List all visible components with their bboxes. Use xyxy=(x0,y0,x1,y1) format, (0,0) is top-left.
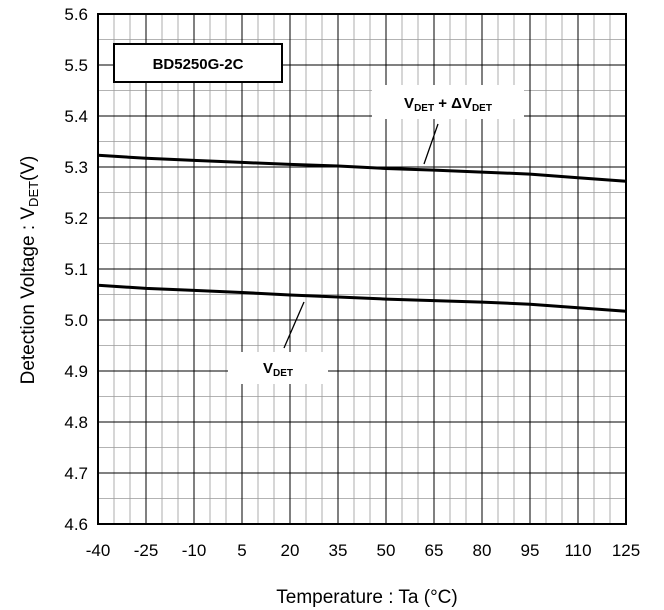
chart-title: BD5250G-2C xyxy=(153,56,244,73)
y-tick-label: 4.7 xyxy=(64,464,88,483)
y-tick-label: 4.8 xyxy=(64,413,88,432)
x-tick-label: 5 xyxy=(237,541,246,560)
x-tick-label: 125 xyxy=(612,541,640,560)
x-tick-label: 35 xyxy=(329,541,348,560)
y-tick-label: 5.4 xyxy=(64,107,88,126)
y-tick-label: 5.1 xyxy=(64,260,88,279)
y-tick-label: 4.6 xyxy=(64,515,88,534)
x-tick-label: -25 xyxy=(134,541,159,560)
lower-series-line xyxy=(97,283,627,313)
y-tick-label: 5.3 xyxy=(64,158,88,177)
series-layer xyxy=(97,153,627,313)
lower-series-label: VDET xyxy=(263,360,293,379)
upper-series-label-box xyxy=(372,85,524,119)
x-tick-label: 65 xyxy=(425,541,444,560)
x-tick-label: 20 xyxy=(281,541,300,560)
y-tick-label: 5.5 xyxy=(64,56,88,75)
upper-series-leader-line xyxy=(423,123,439,165)
y-tick-label: 5.2 xyxy=(64,209,88,228)
x-tick-label: -40 xyxy=(86,541,111,560)
x-tick-label: -10 xyxy=(182,541,207,560)
x-tick-label: 80 xyxy=(473,541,492,560)
lower-series-leader-line xyxy=(283,301,305,349)
x-tick-label: 110 xyxy=(564,541,591,560)
x-axis-label: Temperature : Ta (°C) xyxy=(276,587,457,608)
y-axis-label: Detection Voltage : VDET(V) xyxy=(18,156,41,385)
lower-series-label-box xyxy=(228,352,328,384)
upper-series-label: VDET + ΔVDET xyxy=(404,95,492,114)
tick-labels: -40 -25 -10 5 20 35 50 65 80 95 110 125 4.6 4.7 4.8 4.9… xyxy=(64,5,640,560)
plot-frame xyxy=(97,13,627,525)
upper-series-line xyxy=(97,153,627,183)
title-box xyxy=(113,43,283,83)
y-tick-label: 4.9 xyxy=(64,362,88,381)
x-tick-label: 95 xyxy=(521,541,540,560)
y-tick-label: 5.6 xyxy=(64,5,88,24)
y-tick-label: 5.0 xyxy=(64,311,88,330)
x-tick-label: 50 xyxy=(377,541,396,560)
